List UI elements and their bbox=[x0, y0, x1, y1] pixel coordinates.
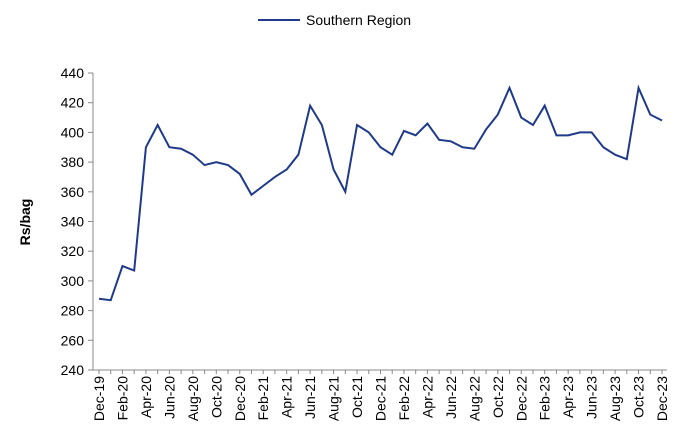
x-tick-label: Dec-19 bbox=[91, 376, 107, 421]
x-tick-label: Apr-23 bbox=[560, 376, 576, 418]
x-tick-label: Aug-20 bbox=[185, 376, 201, 421]
y-tick-label: 260 bbox=[61, 332, 85, 348]
x-tick-label: Jun-23 bbox=[584, 376, 600, 419]
x-tick-label: Feb-22 bbox=[396, 376, 412, 421]
x-tick-label: Apr-22 bbox=[419, 376, 435, 418]
x-tick-label: Dec-21 bbox=[373, 376, 389, 421]
y-tick-label: 300 bbox=[61, 273, 85, 289]
x-tick-label: Aug-23 bbox=[607, 376, 623, 421]
y-tick-label: 280 bbox=[61, 303, 85, 319]
x-tick-label: Feb-20 bbox=[114, 376, 130, 421]
y-tick-label: 400 bbox=[61, 124, 85, 140]
x-tick-label: Oct-23 bbox=[631, 376, 647, 418]
data-line bbox=[98, 84, 663, 302]
x-tick-label: Apr-20 bbox=[138, 376, 154, 418]
x-tick-label: Jun-21 bbox=[302, 376, 318, 419]
x-tick-label: Dec-22 bbox=[513, 376, 529, 421]
x-tick-label: Apr-21 bbox=[279, 376, 295, 418]
x-tick-label: Dec-23 bbox=[654, 376, 670, 421]
y-tick-label: 380 bbox=[61, 154, 85, 170]
x-tick-label: Dec-20 bbox=[232, 376, 248, 421]
y-tick-label: 240 bbox=[61, 362, 85, 378]
x-tick-label: Jun-22 bbox=[443, 376, 459, 419]
y-tick-label: 340 bbox=[61, 214, 85, 230]
x-tick-label: Aug-21 bbox=[326, 376, 342, 421]
x-tick-label: Feb-23 bbox=[537, 376, 553, 421]
legend-label: Southern Region bbox=[306, 12, 411, 28]
y-tick-label: 360 bbox=[61, 184, 85, 200]
x-tick-label: Oct-20 bbox=[208, 376, 224, 418]
x-tick-label: Oct-21 bbox=[349, 376, 365, 418]
x-tick-label: Oct-22 bbox=[490, 376, 506, 418]
y-tick-label: 320 bbox=[61, 243, 85, 259]
x-tick-label: Aug-22 bbox=[466, 376, 482, 421]
x-tick-label: Jun-20 bbox=[161, 376, 177, 419]
y-axis-label: Rs/bag bbox=[17, 199, 33, 246]
y-tick-label: 420 bbox=[61, 95, 85, 111]
x-tick-label: Feb-21 bbox=[255, 376, 271, 421]
y-tick-label: 440 bbox=[61, 65, 85, 81]
